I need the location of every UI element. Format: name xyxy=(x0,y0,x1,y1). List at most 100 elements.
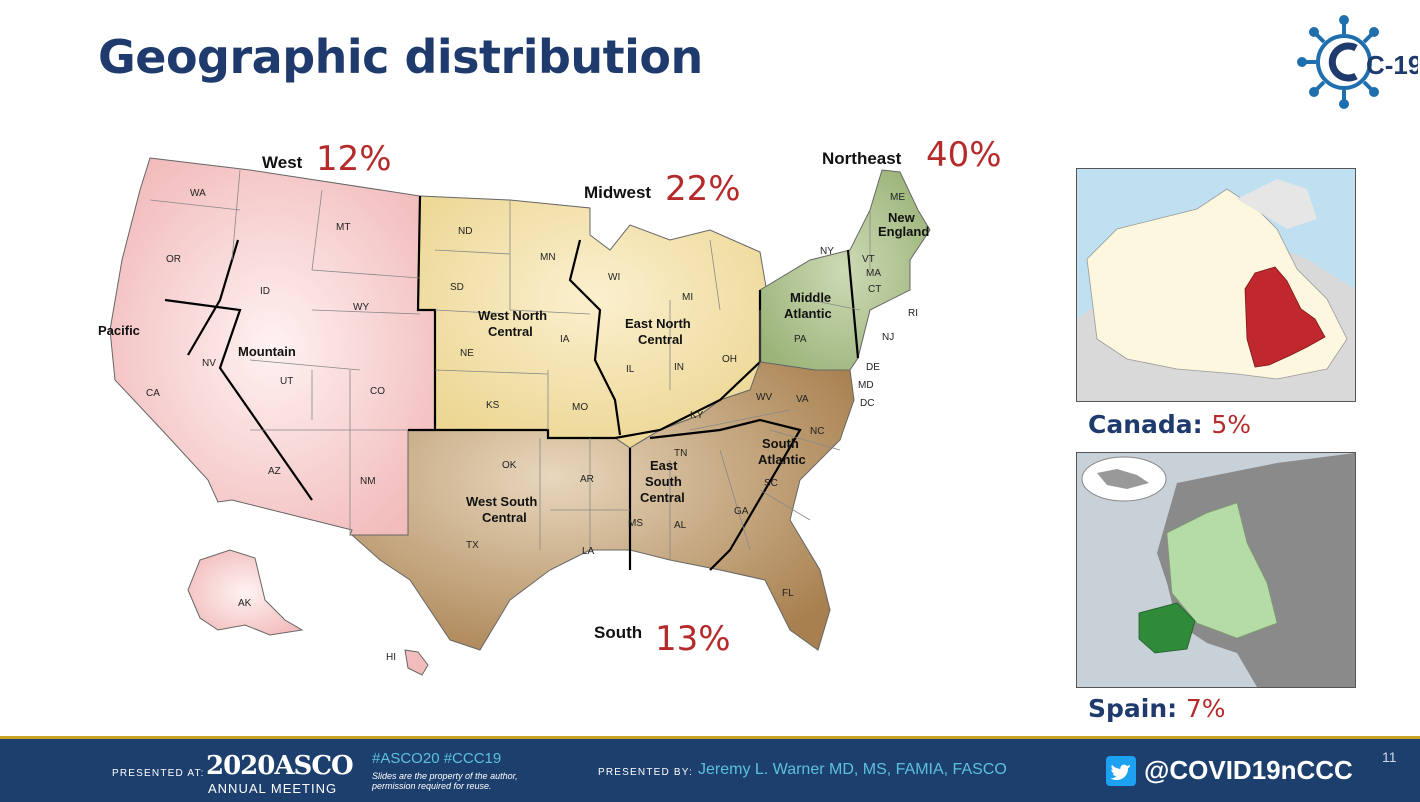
state-RI: RI xyxy=(908,308,918,319)
state-MD: MD xyxy=(858,380,874,391)
state-AL: AL xyxy=(674,520,687,531)
northeast-percent: 40% xyxy=(926,135,1002,175)
northeast-label: Northeast xyxy=(822,149,902,168)
state-VA: VA xyxy=(796,394,809,405)
slide-number: 11 xyxy=(1382,749,1397,765)
state-MN: MN xyxy=(540,252,556,263)
pacific-mountain-boundary-2 xyxy=(164,298,313,501)
twitter-link[interactable]: @COVID19nCCC xyxy=(1106,755,1353,786)
canada-inset-map xyxy=(1076,168,1356,402)
state-OH: OH xyxy=(722,354,737,365)
state-FL: FL xyxy=(782,588,794,599)
spain-caption: Spain: 7% xyxy=(1088,694,1226,723)
wnc-enc-boundary xyxy=(568,239,622,436)
division-sa-line1: South xyxy=(762,436,799,451)
presenter-name: Jeremy L. Warner MD, MS, FAMIA, FASCO xyxy=(698,761,1007,778)
esc-sa-boundary xyxy=(649,418,802,571)
alaska xyxy=(187,549,304,636)
west-percent: 12% xyxy=(316,139,392,179)
presented-at-label: PRESENTED AT: xyxy=(112,768,205,779)
state-KY: KY xyxy=(690,410,704,421)
eu-highlight xyxy=(1166,502,1278,639)
asco-logo-subtitle: ANNUAL MEETING xyxy=(208,781,338,796)
spain-inset-map xyxy=(1076,452,1356,688)
canada-percent: 5% xyxy=(1211,410,1252,439)
state-SC: SC xyxy=(764,478,778,489)
ccc19-logo: C-19 xyxy=(1297,15,1418,109)
state-CA: CA xyxy=(146,388,160,399)
state-WA: WA xyxy=(190,188,206,199)
state-KS: KS xyxy=(486,400,500,411)
state-MA: MA xyxy=(866,268,881,279)
state-MI: MI xyxy=(682,292,693,303)
presented-by-label: PRESENTED BY: xyxy=(598,767,694,778)
state-CO: CO xyxy=(370,386,385,397)
division-esc-line1: East xyxy=(650,458,678,473)
state-NY: NY xyxy=(820,246,834,257)
state-GA: GA xyxy=(734,506,749,517)
state-NV: NV xyxy=(202,358,216,369)
asco-logo-year: 2020ASCO xyxy=(206,751,354,781)
state-NJ: NJ xyxy=(882,332,894,343)
twitter-icon xyxy=(1106,755,1136,786)
hashtags: #ASCO20 #CCC19 xyxy=(372,750,502,767)
south-percent: 13% xyxy=(655,619,731,659)
state-IN: IN xyxy=(674,362,684,373)
state-UT: UT xyxy=(280,376,293,387)
twitter-handle: @COVID19nCCC xyxy=(1144,755,1353,785)
state-labels: WA OR CA NV ID MT WY UT CO AZ NM AK HI N… xyxy=(146,188,918,663)
middle-atlantic-new-england-boundary xyxy=(846,249,860,359)
state-ME: ME xyxy=(890,192,905,203)
state-NC: NC xyxy=(810,426,824,437)
state-ID: ID xyxy=(260,286,270,297)
division-enc-line1: East North xyxy=(625,316,691,331)
state-NM: NM xyxy=(360,476,376,487)
division-ma-line1: Middle xyxy=(790,290,831,305)
state-AK: AK xyxy=(238,598,252,609)
state-LA: LA xyxy=(582,546,595,557)
slide-title: Geographic distribution xyxy=(98,30,703,84)
division-sa-line2: Atlantic xyxy=(758,452,806,467)
state-MT: MT xyxy=(336,222,350,233)
state-PA: PA xyxy=(794,334,807,345)
state-AZ: AZ xyxy=(268,466,281,477)
state-AR: AR xyxy=(580,474,594,485)
spain-highlight xyxy=(1138,602,1196,654)
state-TN: TN xyxy=(674,448,687,459)
division-ma-line2: Atlantic xyxy=(784,306,832,321)
footer-bar: PRESENTED AT: 2020ASCO ANNUAL MEETING #A… xyxy=(0,736,1420,802)
state-WV: WV xyxy=(756,392,772,403)
division-wsc-line1: West South xyxy=(466,494,537,509)
division-wnc-line1: West North xyxy=(478,308,547,323)
division-ne-line2: England xyxy=(878,224,929,239)
state-IL: IL xyxy=(626,364,635,375)
canada-caption: Canada: 5% xyxy=(1088,410,1251,439)
division-esc-line2: South xyxy=(645,474,682,489)
midwest-label: Midwest xyxy=(584,183,651,202)
division-enc-line2: Central xyxy=(638,332,683,347)
state-TX: TX xyxy=(466,540,479,551)
state-DE: DE xyxy=(866,362,880,373)
state-MS: MS xyxy=(628,518,643,529)
spain-percent: 7% xyxy=(1185,694,1226,723)
hawaii xyxy=(404,649,429,676)
south-label: South xyxy=(594,623,642,642)
state-VT: VT xyxy=(862,254,875,265)
canada-label: Canada: xyxy=(1088,410,1203,439)
division-wnc-line2: Central xyxy=(488,324,533,339)
us-regions-map: West 12% Midwest 22% Northeast 40% South… xyxy=(98,135,1002,676)
state-SD: SD xyxy=(450,282,464,293)
enc-south-boundary xyxy=(614,361,761,440)
south-region xyxy=(350,361,855,651)
division-mountain: Mountain xyxy=(238,344,296,359)
state-DC: DC xyxy=(860,398,874,409)
quebec-highlight xyxy=(1244,266,1326,368)
state-OR: OR xyxy=(166,254,181,265)
west-label: West xyxy=(262,153,303,172)
division-wsc-line2: Central xyxy=(482,510,527,525)
state-IA: IA xyxy=(560,334,570,345)
division-pacific: Pacific xyxy=(98,323,140,338)
state-HI: HI xyxy=(386,652,396,663)
midwest-percent: 22% xyxy=(665,169,741,209)
state-CT: CT xyxy=(868,284,881,295)
